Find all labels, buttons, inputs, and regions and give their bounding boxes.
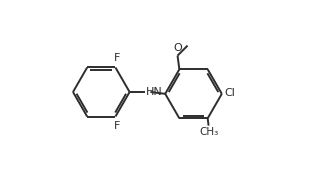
Text: Cl: Cl	[224, 88, 235, 98]
Text: F: F	[114, 121, 120, 131]
Text: O: O	[173, 43, 182, 53]
Text: HN: HN	[146, 87, 162, 97]
Text: F: F	[114, 53, 120, 63]
Text: CH₃: CH₃	[199, 127, 218, 137]
